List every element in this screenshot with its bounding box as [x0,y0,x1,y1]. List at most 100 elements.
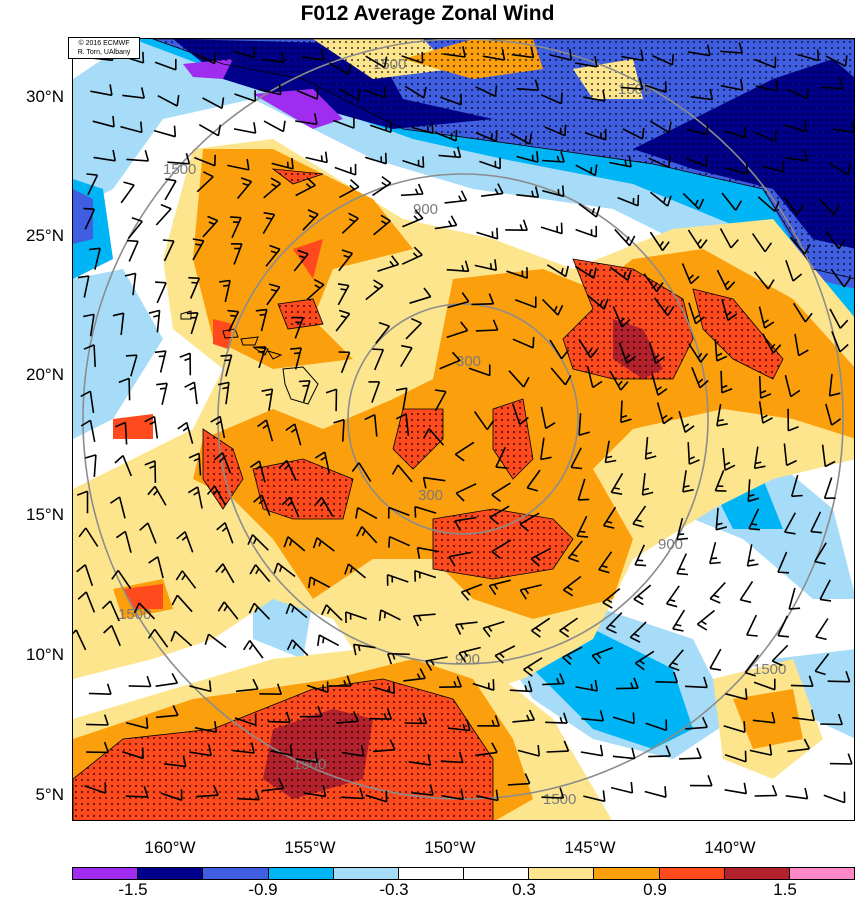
wind-barb [644,81,667,94]
wind-barb [454,441,475,462]
wind-barb [77,275,90,298]
wind-barb [829,753,853,765]
wind-barb [476,789,499,802]
wind-barb [118,377,131,401]
wind-barb [752,711,776,724]
wind-barb [491,539,512,560]
wind-barb [144,415,159,439]
colorbar-swatch-5 [333,868,399,879]
wind-barb [620,78,644,90]
wind-barb [446,321,469,339]
colorbar-swatch-11 [724,868,790,879]
wind-barb [724,126,747,139]
wind-barb [629,621,647,643]
wind-barb [819,579,832,602]
wind-barb [155,673,179,687]
colorbar-label-1: -1.5 [118,880,148,899]
wind-barb [517,745,540,757]
wind-barb [220,354,233,377]
wind-barb [549,48,572,61]
wind-barb [125,354,138,377]
wind-barb [454,516,477,531]
wind-barb [676,553,689,576]
wind-barb [724,750,747,763]
wind-barb [511,46,535,59]
wind-barb [416,546,440,559]
wind-barb [262,51,285,64]
wind-barb [262,211,276,235]
wind-barb [814,542,827,565]
wind-barb [306,681,329,694]
wind-barb [266,283,281,306]
wind-barb [401,246,423,265]
wind-barb [645,719,668,732]
wind-barb [73,629,87,651]
wind-barb [344,563,367,579]
wind-barb [649,231,670,251]
wind-barb [632,505,647,528]
zonal-wind-map: 300 300 900 900 900 1500 1500 1500 1500 … [73,39,854,820]
wind-barb [237,788,260,801]
wind-barb [685,155,708,167]
wind-barb [758,401,773,424]
wind-barb [86,741,109,754]
wind-barb [341,212,359,234]
wind-barb [505,219,528,231]
wind-barb [356,526,378,544]
wind-barb [171,594,193,613]
copyright-box: © 2016 ECMWF R. Torn, UAlbany [68,37,140,59]
wind-barb [634,544,647,567]
wind-barb [830,268,851,288]
wind-barb [405,317,422,340]
wind-barb [177,421,194,444]
wind-barb [744,654,760,677]
wind-barb [435,129,458,142]
wind-barb [829,308,849,329]
ring-label-1500-right: 1500 [753,661,786,678]
wind-barb [235,678,259,693]
wind-barb [644,437,657,460]
wind-barb [519,584,542,600]
wind-barb [546,740,570,753]
significance-stipple [73,39,854,820]
wind-barb [691,367,709,389]
wind-barb [746,544,759,567]
wind-barb [192,238,205,261]
wind-barb [550,367,572,386]
wind-barb [333,117,355,129]
wind-barb [475,319,499,332]
wind-barb [179,352,192,376]
wind-barb [512,336,535,349]
wind-barb [584,128,607,141]
wind-barb [233,122,257,134]
wind-barb [186,312,199,335]
wind-barb [290,347,302,370]
wind-barb [545,712,568,724]
wind-barb [610,781,634,794]
wind-barb [761,160,785,173]
wind-barb [202,215,219,238]
wind-barb [111,569,132,590]
wind-barb [313,496,334,517]
ring-label-1500-topright: 1500 [618,81,651,98]
wind-barb [121,747,144,760]
wind-barb [295,177,316,197]
wind-barb [76,564,94,586]
wind-barb [364,413,378,437]
colorbar-swatch-10 [659,868,725,879]
wind-barb [783,196,804,216]
wind-barb [184,381,198,405]
wind-barb [762,333,782,354]
wind-barb [460,583,483,601]
wind-barb [255,308,268,332]
wind-barb [612,747,636,760]
wind-barb [267,711,291,724]
wind-barb [510,132,533,145]
wind-barb [164,178,177,201]
wind-barb [444,190,468,204]
wind-barb [516,151,539,163]
wind-barb [80,419,96,443]
wind-barb [355,507,378,520]
wind-barb [688,302,705,325]
wind-barb [753,446,766,470]
